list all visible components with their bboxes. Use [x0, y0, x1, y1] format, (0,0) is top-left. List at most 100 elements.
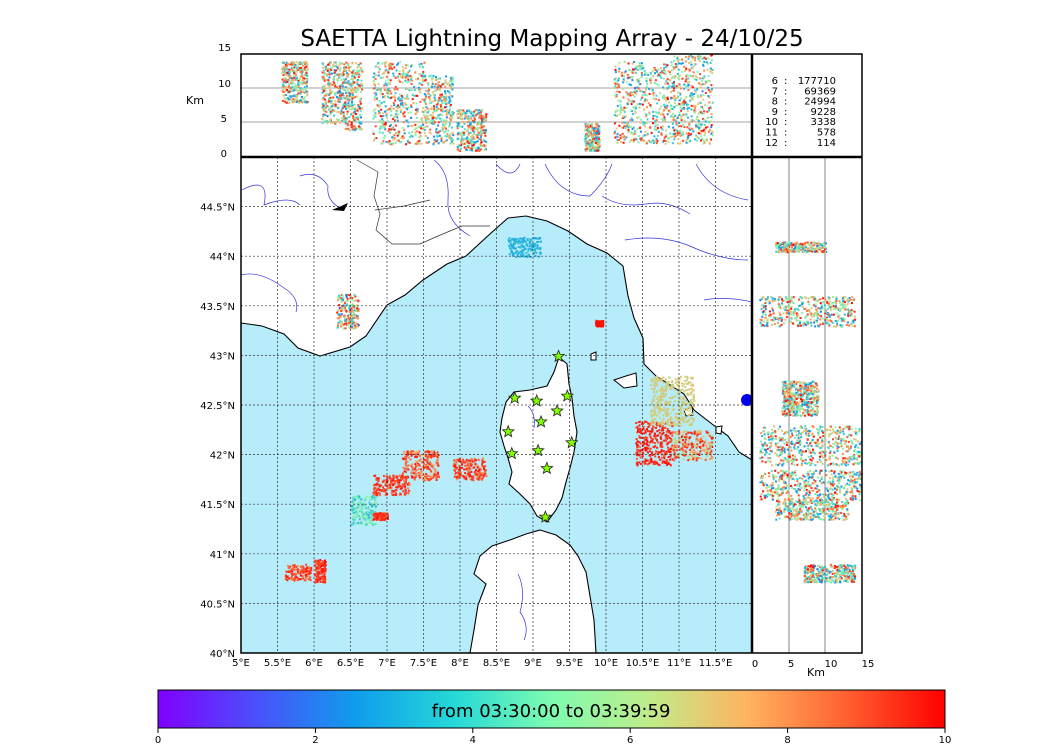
alt-lon-source	[628, 76, 631, 79]
alt-lon-source	[351, 84, 354, 87]
alt-lon-source	[676, 57, 679, 60]
alt-lon-source	[348, 129, 351, 132]
lightning-source	[655, 426, 658, 429]
alt-lon-source	[645, 73, 648, 76]
lightning-source	[344, 300, 347, 303]
lightning-source	[669, 432, 672, 435]
alt-lon-source	[360, 79, 363, 82]
alt-lon-source	[700, 123, 703, 126]
alt-lon-source	[356, 81, 359, 84]
alt-lon-source	[432, 143, 435, 146]
alt-lon-source	[660, 132, 663, 135]
alt-lon-source	[649, 77, 652, 80]
lightning-source	[365, 515, 368, 518]
alt-lon-source	[466, 144, 469, 147]
lightning-source	[481, 457, 484, 460]
alt-lon-source	[688, 140, 691, 143]
alt-lon-source	[340, 97, 343, 100]
lightning-source	[464, 464, 466, 467]
alt-lon-source	[290, 66, 293, 69]
lightning-source	[651, 429, 654, 432]
alt-lon-source	[356, 109, 359, 112]
alt-lon-source	[652, 110, 654, 113]
alt-lon-source	[306, 74, 309, 77]
lightning-source	[668, 461, 671, 464]
alt-lon-source	[374, 108, 377, 111]
alt-lon-source	[446, 110, 449, 112]
lightning-source	[295, 565, 298, 568]
alt-lon-source	[671, 122, 674, 125]
lightning-source	[662, 460, 664, 463]
lightning-source	[427, 467, 430, 470]
alt-lon-source	[636, 86, 639, 89]
alt-lon-source	[704, 57, 707, 60]
alt-lon-source	[663, 103, 665, 106]
alt-lon-source	[299, 81, 302, 84]
lightning-source	[679, 448, 682, 451]
alt-lon-source	[634, 89, 637, 92]
alt-lon-source	[354, 108, 357, 111]
lightning-source	[384, 489, 387, 492]
lightning-source	[406, 450, 409, 453]
lightning-source	[354, 326, 357, 329]
alt-lon-source	[325, 79, 328, 81]
lightning-source	[696, 433, 699, 436]
lightning-cluster	[284, 563, 313, 582]
alt-lon-source	[387, 108, 390, 111]
lightning-source	[698, 452, 701, 455]
lightning-source	[408, 483, 411, 486]
alt-lon-source	[384, 127, 387, 130]
alt-lon-source	[675, 124, 678, 127]
alt-lon-source	[423, 79, 426, 82]
lightning-source	[370, 522, 373, 525]
lightning-source	[426, 463, 429, 466]
lightning-source	[675, 449, 678, 451]
lightning-source	[697, 439, 700, 442]
alt-lon-source	[286, 97, 289, 99]
alt-lon-source	[693, 120, 696, 123]
alt-lon-source	[429, 101, 432, 104]
alt-lon-source	[321, 75, 324, 78]
alt-lon-source	[670, 64, 673, 67]
lightning-source	[649, 441, 652, 444]
alt-lon-source	[617, 79, 620, 82]
lightning-source	[360, 522, 362, 524]
lightning-source	[404, 492, 407, 495]
alt-tick-5: 5	[221, 114, 227, 125]
lightning-source	[340, 305, 343, 308]
lightning-source	[645, 438, 648, 441]
alt-lon-source	[355, 113, 358, 115]
alt-lon-source	[651, 89, 654, 92]
lightning-source	[653, 380, 656, 383]
alt-lon-source	[598, 143, 601, 146]
lightning-source	[356, 507, 359, 510]
alt-lon-source	[387, 63, 390, 66]
alt-lon-source	[592, 134, 595, 136]
alt-lon-source	[457, 137, 460, 140]
lightning-source	[361, 508, 364, 511]
lightning-source	[420, 468, 423, 471]
alt-lon-source	[445, 105, 448, 108]
alt-lon-source	[326, 93, 329, 96]
alt-lon-source	[383, 96, 386, 99]
alt-lon-source	[485, 140, 488, 143]
alt-lon-source	[442, 82, 445, 85]
lightning-source	[384, 514, 386, 517]
alt-lon-source	[702, 64, 705, 67]
alt-lon-source	[687, 57, 690, 60]
alt-lon-source	[325, 120, 328, 123]
alt-lon-source	[303, 86, 306, 89]
lightning-source	[349, 297, 351, 300]
alt-lon-source	[419, 66, 422, 69]
alt-lon-source	[419, 91, 422, 94]
alt-lon-source	[651, 139, 654, 142]
alt-lon-source	[615, 80, 618, 83]
lightning-source	[423, 479, 426, 482]
lightning-source	[299, 570, 302, 573]
alt-lon-source	[285, 61, 288, 64]
lightning-source	[687, 406, 690, 409]
alt-lon-source	[393, 88, 396, 91]
alt-lon-source	[621, 74, 624, 77]
alt-lon-source	[451, 141, 453, 144]
alt-lon-source	[305, 102, 308, 104]
